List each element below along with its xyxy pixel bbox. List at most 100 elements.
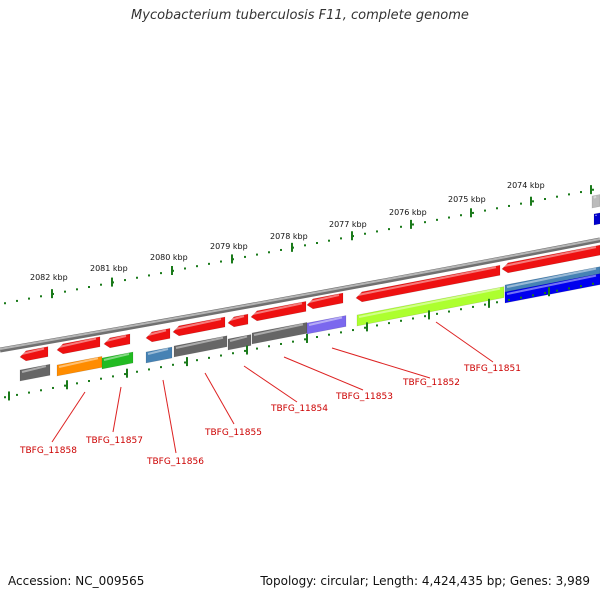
gene-label-tbfg-11857[interactable]: TBFG_11857 bbox=[85, 436, 143, 446]
forward-gene-9[interactable] bbox=[355, 264, 501, 303]
inner-minor-tick bbox=[388, 322, 390, 325]
inner-tick-track bbox=[4, 282, 594, 401]
inner-minor-tick bbox=[376, 324, 378, 327]
reverse-gene-11[interactable] bbox=[504, 273, 600, 304]
reverse-gene-8-highlight bbox=[308, 316, 343, 326]
inner-minor-tick bbox=[196, 359, 198, 362]
gene-label-tbfg-11858[interactable]: TBFG_11858 bbox=[19, 446, 77, 456]
forward-gene-5[interactable] bbox=[172, 316, 226, 337]
forward-gene-1[interactable] bbox=[19, 346, 49, 362]
forward-strand-genes bbox=[19, 194, 600, 362]
inner-minor-tick bbox=[112, 375, 114, 378]
inner-minor-tick bbox=[472, 305, 474, 308]
reverse-gene-1[interactable] bbox=[19, 363, 51, 382]
inner-major-tick bbox=[548, 287, 550, 297]
inner-minor-tick bbox=[184, 361, 186, 364]
reverse-gene-9[interactable] bbox=[356, 286, 505, 327]
outer-minor-tick bbox=[64, 290, 66, 293]
inner-minor-tick bbox=[100, 377, 102, 380]
forward-gene-5-highlight bbox=[174, 317, 222, 330]
outer-major-tick bbox=[51, 289, 53, 299]
inner-minor-tick bbox=[16, 393, 18, 396]
gene-label-tbfg-11855[interactable]: TBFG_11855 bbox=[204, 428, 262, 438]
outer-major-tick bbox=[171, 265, 173, 275]
reverse-gene-2-highlight bbox=[58, 357, 99, 368]
outer-minor-tick bbox=[40, 295, 42, 298]
outer-major-tick bbox=[590, 185, 592, 195]
forward-gene-8[interactable] bbox=[306, 292, 344, 310]
inner-minor-tick bbox=[160, 366, 162, 369]
inner-minor-tick bbox=[508, 298, 510, 301]
outer-minor-tick bbox=[400, 225, 402, 228]
outer-minor-tick bbox=[208, 262, 210, 265]
forward-gene-10[interactable] bbox=[501, 244, 600, 274]
ruler-label-2078: 2078 kbp bbox=[270, 232, 308, 241]
reverse-gene-3[interactable] bbox=[101, 351, 134, 370]
backbone-highlight bbox=[0, 238, 600, 350]
forward-gene-3[interactable] bbox=[103, 333, 131, 349]
inner-minor-tick bbox=[424, 315, 426, 318]
forward-gene-4[interactable] bbox=[145, 328, 171, 343]
gene-label-leaders bbox=[51, 321, 494, 454]
outer-minor-tick bbox=[484, 209, 486, 212]
outer-minor-tick bbox=[316, 242, 318, 245]
reverse-gene-6[interactable] bbox=[227, 334, 252, 351]
outer-minor-tick bbox=[520, 202, 522, 205]
inner-minor-tick bbox=[592, 282, 594, 285]
outer-minor-tick bbox=[556, 195, 558, 198]
outer-tick-track bbox=[4, 185, 594, 305]
outer-minor-tick bbox=[544, 198, 546, 201]
reverse-gene-4[interactable] bbox=[145, 346, 173, 364]
inner-minor-tick bbox=[532, 294, 534, 297]
label-leader-2 bbox=[331, 347, 431, 379]
inner-major-tick bbox=[126, 368, 128, 378]
forward-gene-6[interactable] bbox=[227, 313, 249, 328]
inner-major-tick bbox=[366, 322, 368, 332]
inner-minor-tick bbox=[148, 368, 150, 371]
forward-gene-7[interactable] bbox=[250, 301, 307, 322]
ruler-label-2076: 2076 kbp bbox=[389, 208, 427, 217]
inner-minor-tick bbox=[232, 352, 234, 355]
gene-label-tbfg-11854[interactable]: TBFG_11854 bbox=[270, 404, 328, 414]
inner-major-tick bbox=[186, 357, 188, 367]
forward-gene-2[interactable] bbox=[56, 336, 101, 355]
ruler-label-2082: 2082 kbp bbox=[30, 273, 68, 282]
inner-minor-tick bbox=[304, 338, 306, 341]
inner-minor-tick bbox=[52, 386, 54, 389]
outer-minor-tick bbox=[568, 193, 570, 196]
inner-minor-tick bbox=[484, 303, 486, 306]
inner-major-tick bbox=[306, 333, 308, 343]
outer-minor-tick bbox=[448, 216, 450, 219]
inner-major-tick bbox=[66, 380, 68, 390]
outer-minor-tick bbox=[412, 223, 414, 226]
inner-minor-tick bbox=[436, 312, 438, 315]
outer-minor-tick bbox=[592, 188, 594, 191]
inner-minor-tick bbox=[280, 342, 282, 345]
outer-minor-tick bbox=[460, 214, 462, 217]
outer-minor-tick bbox=[124, 279, 126, 282]
accession-text: Accession: NC_009565 bbox=[8, 574, 145, 588]
outer-minor-tick bbox=[220, 260, 222, 263]
outer-minor-tick bbox=[160, 272, 162, 275]
inner-minor-tick bbox=[40, 389, 42, 392]
inner-minor-tick bbox=[328, 333, 330, 336]
gene-label-tbfg-11851[interactable]: TBFG_11851 bbox=[463, 364, 521, 374]
outer-minor-tick bbox=[376, 230, 378, 233]
reverse-gene-8[interactable] bbox=[306, 315, 347, 335]
outer-major-tick bbox=[530, 196, 532, 206]
inner-minor-tick bbox=[124, 373, 126, 376]
gene-label-tbfg-11856[interactable]: TBFG_11856 bbox=[146, 457, 204, 467]
reverse-gene-5[interactable] bbox=[173, 335, 228, 358]
outer-minor-tick bbox=[340, 237, 342, 240]
gene-label-tbfg-11852[interactable]: TBFG_11852 bbox=[402, 378, 460, 388]
inner-minor-tick bbox=[400, 319, 402, 322]
gene-label-tbfg-11853[interactable]: TBFG_11853 bbox=[335, 392, 393, 402]
inner-minor-tick bbox=[244, 349, 246, 352]
reverse-gene-4-highlight bbox=[147, 348, 169, 355]
outer-minor-tick bbox=[580, 191, 582, 194]
outer-minor-tick bbox=[88, 286, 90, 289]
ruler-label-2080: 2080 kbp bbox=[150, 253, 188, 262]
reverse-gene-12[interactable] bbox=[593, 212, 600, 226]
forward-gene-edge[interactable] bbox=[591, 194, 600, 209]
